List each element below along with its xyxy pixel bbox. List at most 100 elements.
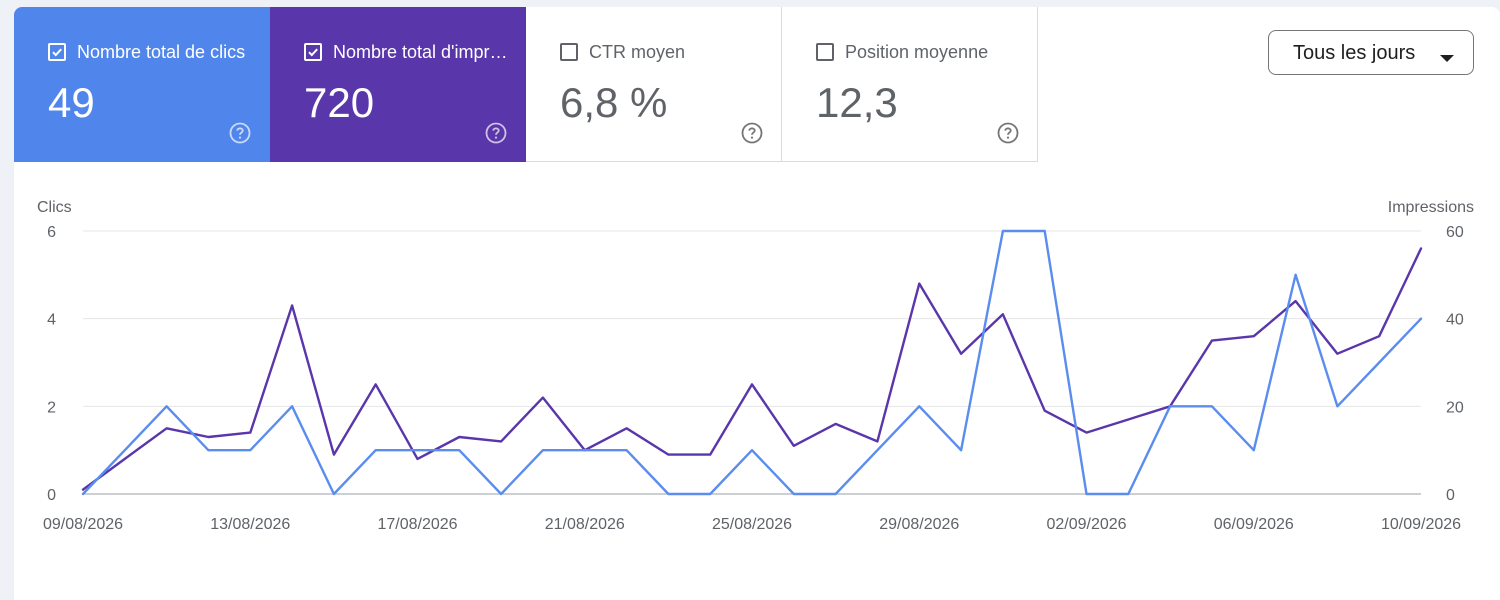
checkbox-icon[interactable] [304,43,322,61]
data-point-clicks[interactable] [248,448,253,453]
data-point-impressions[interactable] [164,426,169,431]
data-point-impressions[interactable] [1419,246,1424,251]
data-point-impressions[interactable] [373,382,378,387]
data-point-impressions[interactable] [750,382,755,387]
data-point-impressions[interactable] [248,430,253,435]
x-tick-label: 10/09/2026 [1381,516,1461,533]
data-point-clicks[interactable] [457,448,462,453]
data-point-clicks[interactable] [833,492,838,497]
data-point-clicks[interactable] [708,492,713,497]
data-point-clicks[interactable] [331,492,336,497]
data-point-clicks[interactable] [122,448,127,453]
data-point-clicks[interactable] [1042,229,1047,234]
data-point-impressions[interactable] [666,452,671,457]
data-point-impressions[interactable] [708,452,713,457]
data-point-impressions[interactable] [1335,351,1340,356]
caret-down-icon [1440,50,1454,68]
data-point-clicks[interactable] [624,448,629,453]
y-left-tick-label: 4 [47,312,56,329]
help-circle-icon[interactable] [229,122,251,149]
data-point-impressions[interactable] [331,452,336,457]
data-point-impressions[interactable] [1251,334,1256,339]
metric-value: 12,3 [816,79,898,126]
data-point-impressions[interactable] [875,439,880,444]
checkbox-icon[interactable] [560,43,578,61]
data-point-clicks[interactable] [1168,404,1173,409]
data-point-clicks[interactable] [206,448,211,453]
data-point-clicks[interactable] [1335,404,1340,409]
data-point-clicks[interactable] [499,492,504,497]
data-point-impressions[interactable] [917,281,922,286]
x-tick-label: 09/08/2026 [43,516,123,533]
data-point-impressions[interactable] [624,426,629,431]
date-granularity-label: Tous les jours [1293,42,1416,64]
data-point-impressions[interactable] [1209,338,1214,343]
data-point-clicks[interactable] [1293,272,1298,277]
data-point-impressions[interactable] [540,395,545,400]
data-point-clicks[interactable] [1251,448,1256,453]
data-point-clicks[interactable] [1209,404,1214,409]
data-point-clicks[interactable] [959,448,964,453]
data-point-clicks[interactable] [1084,492,1089,497]
y-right-tick-label: 0 [1446,487,1455,504]
metric-card-impressions[interactable]: Nombre total d'impressions 720 [270,7,526,162]
data-point-impressions[interactable] [1000,312,1005,317]
x-tick-label: 25/08/2026 [712,516,792,533]
data-point-impressions[interactable] [959,351,964,356]
y-right-tick-label: 60 [1446,224,1464,241]
help-circle-icon[interactable] [741,122,763,149]
data-point-clicks[interactable] [1377,360,1382,365]
data-point-clicks[interactable] [917,404,922,409]
data-point-impressions[interactable] [1084,430,1089,435]
y-left-tick-label: 2 [47,399,56,416]
data-point-clicks[interactable] [415,448,420,453]
performance-panel: Nombre total de clics 49 Nombre total d'… [14,7,1500,600]
y-left-axis-label: Clics [37,199,72,216]
checkbox-icon[interactable] [48,43,66,61]
data-point-clicks[interactable] [290,404,295,409]
data-point-clicks[interactable] [1126,492,1131,497]
data-point-clicks[interactable] [81,492,86,497]
metric-card-position[interactable]: Position moyenne 12,3 [782,7,1038,162]
data-point-clicks[interactable] [582,448,587,453]
metric-value: 720 [304,79,375,126]
help-circle-icon[interactable] [485,122,507,149]
metric-value: 49 [48,79,95,126]
metric-card-clicks[interactable]: Nombre total de clics 49 [14,7,270,162]
data-point-clicks[interactable] [164,404,169,409]
data-point-clicks[interactable] [666,492,671,497]
data-point-clicks[interactable] [875,448,880,453]
metric-card-ctr[interactable]: CTR moyen 6,8 % [526,7,782,162]
data-point-impressions[interactable] [499,439,504,444]
data-point-impressions[interactable] [415,456,420,461]
data-point-impressions[interactable] [1126,417,1131,422]
y-right-tick-label: 20 [1446,399,1464,416]
data-point-impressions[interactable] [791,443,796,448]
series-line-impressions [81,247,1423,491]
x-tick-label: 17/08/2026 [377,516,457,533]
data-point-clicks[interactable] [1000,229,1005,234]
metric-value: 6,8 % [560,79,668,126]
date-granularity-select[interactable]: Tous les jours [1268,30,1474,75]
data-point-clicks[interactable] [1419,316,1424,321]
data-point-impressions[interactable] [1042,408,1047,413]
data-point-clicks[interactable] [750,448,755,453]
data-point-impressions[interactable] [1377,334,1382,339]
data-point-clicks[interactable] [540,448,545,453]
x-tick-label: 02/09/2026 [1046,516,1126,533]
data-point-clicks[interactable] [791,492,796,497]
y-left-tick-label: 0 [47,487,56,504]
data-point-clicks[interactable] [373,448,378,453]
data-point-impressions[interactable] [833,421,838,426]
data-point-impressions[interactable] [206,435,211,440]
x-tick-label: 13/08/2026 [210,516,290,533]
data-point-impressions[interactable] [457,435,462,440]
x-tick-label: 29/08/2026 [879,516,959,533]
data-point-impressions[interactable] [122,456,127,461]
help-circle-icon[interactable] [997,122,1019,149]
data-point-impressions[interactable] [1293,299,1298,304]
metric-cards: Nombre total de clics 49 Nombre total d'… [14,7,1038,162]
data-point-impressions[interactable] [290,303,295,308]
checkbox-icon[interactable] [816,43,834,61]
